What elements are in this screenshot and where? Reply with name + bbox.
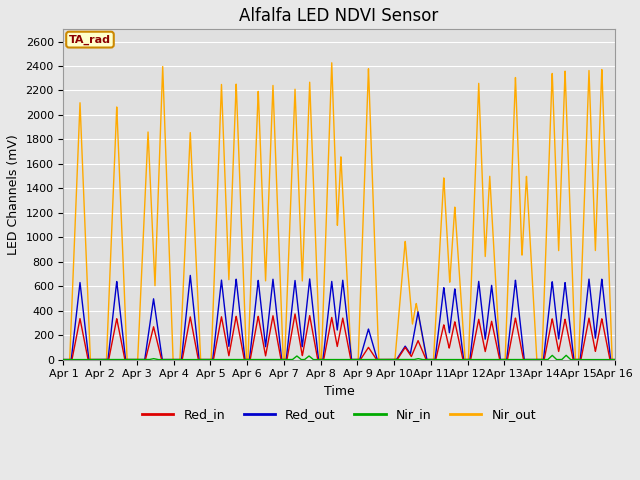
Red_in: [418, 347, 426, 353]
Nir_in: [513, 357, 520, 362]
Nir_in: [611, 357, 618, 362]
Nir_in: [160, 357, 168, 362]
Nir_out: [418, 332, 426, 338]
Red_in: [471, 336, 479, 341]
Line: Nir_in: Nir_in: [63, 355, 614, 360]
Text: TA_rad: TA_rad: [69, 35, 111, 45]
Nir_out: [270, 112, 278, 118]
Red_in: [270, 319, 278, 324]
Nir_out: [390, 357, 398, 362]
Red_in: [513, 322, 520, 328]
Nir_in: [60, 357, 67, 362]
Red_out: [513, 289, 520, 295]
Line: Nir_out: Nir_out: [63, 63, 614, 360]
Nir_in: [418, 357, 426, 362]
Nir_in: [563, 352, 570, 358]
Nir_out: [611, 357, 618, 362]
Red_out: [390, 357, 398, 362]
Red_out: [270, 288, 278, 293]
Nir_out: [471, 184, 479, 190]
Title: Alfalfa LED NDVI Sensor: Alfalfa LED NDVI Sensor: [239, 7, 438, 25]
Nir_out: [328, 60, 335, 66]
Line: Red_out: Red_out: [63, 276, 614, 360]
Red_in: [60, 357, 67, 362]
Nir_out: [513, 110, 520, 116]
Red_out: [160, 357, 168, 362]
Nir_in: [270, 357, 278, 362]
Red_in: [160, 357, 168, 362]
Red_out: [186, 273, 194, 278]
Nir_in: [471, 357, 479, 362]
Red_in: [390, 357, 398, 362]
Y-axis label: LED Channels (mV): LED Channels (mV): [7, 134, 20, 255]
Nir_out: [160, 89, 168, 95]
X-axis label: Time: Time: [324, 385, 355, 398]
Red_out: [60, 357, 67, 362]
Red_out: [611, 357, 618, 362]
Red_out: [471, 313, 479, 319]
Line: Red_in: Red_in: [63, 314, 614, 360]
Legend: Red_in, Red_out, Nir_in, Nir_out: Red_in, Red_out, Nir_in, Nir_out: [137, 403, 541, 426]
Nir_in: [390, 357, 398, 362]
Red_in: [611, 357, 618, 362]
Nir_out: [60, 357, 67, 362]
Red_in: [291, 311, 299, 317]
Red_out: [418, 331, 426, 336]
